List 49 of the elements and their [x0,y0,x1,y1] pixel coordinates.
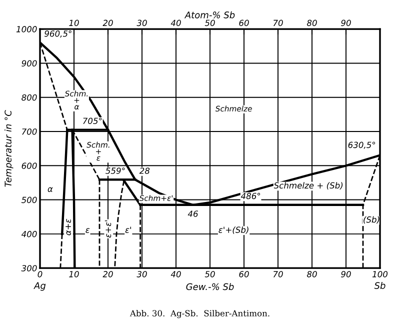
y-tick-label: 700 [22,128,37,135]
x2-tick-label: 70 [273,20,283,26]
x-tick-label: 90 [341,271,351,278]
annotation: ε' [125,226,131,233]
annotation: α+ε [66,218,71,236]
y-tick-label: 800 [22,94,37,101]
y-tick-label: 400 [21,230,37,238]
x-tick-label: 0 [38,271,42,278]
x-tick-label: 80 [306,271,317,278]
text: Ag [34,282,46,291]
annotation: 28 [139,168,150,174]
x-tick-label: 40 [170,271,181,278]
x-tick-label: 20 [102,271,113,278]
x2-tick-label: 20 [102,20,113,26]
x2-axis-title: Atom-% Sb [184,11,235,18]
x2-tick-label: 10 [69,20,79,26]
x-tick-label: 10 [69,271,79,278]
x2-tick-label: 50 [204,20,215,26]
x-tick-label: 100 [372,271,388,278]
y-tick-label: 600 [22,162,37,169]
annotation: 705° [83,118,102,124]
x-tick-label: 70 [273,271,283,278]
x2-tick-label: 40 [170,20,181,26]
y-tick-label: 500 [21,196,37,204]
x2-tick-label: 60 [239,20,249,26]
annotation: (Sb) [364,216,380,224]
x2-tick-label: 90 [341,20,351,26]
annotation: 960,5° [44,30,72,38]
annotation: ε [86,228,90,233]
annotation: ε+ε' [104,220,112,238]
annotation: α [48,187,53,192]
text: Sb [374,282,386,289]
y-axis-title: Temperatur in °C [4,110,14,187]
annotation: 559° [106,168,125,174]
annotation: 46 [188,210,198,217]
annotation: ε'+(Sb) [218,226,248,234]
annotation: Schmelze + (Sb) [274,182,343,190]
annotation: 630,5° [348,142,376,149]
x-axis-title: Gew.-% Sb [186,283,234,290]
annotation: 486° [240,192,260,200]
x-tick-label: 60 [239,271,249,278]
caption: Abb. 30. Ag-Sb. Silber-Antimon. [130,310,270,318]
y-tick-label: 300 [21,265,37,272]
y-tick-label: 900 [22,60,37,66]
x2-tick-label: 30 [136,20,147,26]
x-tick-label: 30 [136,271,147,278]
y-tick-label: 1000 [16,26,37,32]
x-tick-label: 50 [204,271,215,278]
x2-tick-label: 80 [306,20,317,26]
